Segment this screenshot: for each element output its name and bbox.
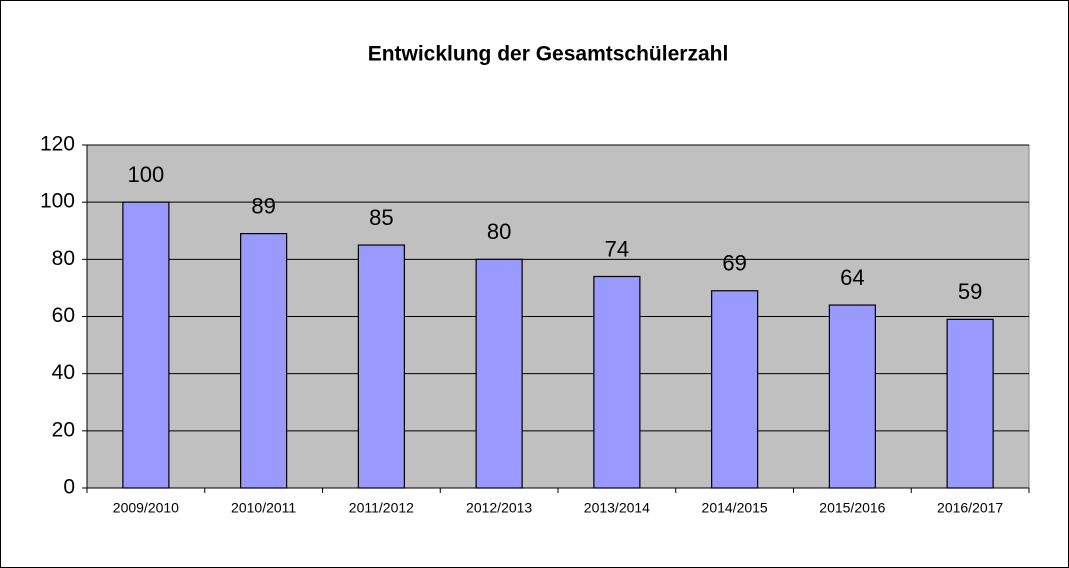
data-label: 59 (958, 279, 982, 304)
x-tick-label: 2013/2014 (584, 500, 650, 516)
x-tick-label: 2015/2016 (819, 500, 885, 516)
x-tick-label: 2011/2012 (349, 500, 414, 516)
data-label: 80 (487, 219, 511, 244)
bar (122, 201, 170, 489)
y-tick-label: 100 (40, 190, 75, 213)
y-tick-label: 20 (52, 418, 75, 441)
x-tick-label: 2012/2013 (466, 500, 532, 516)
y-tick-label: 0 (63, 476, 75, 499)
y-tick-label: 120 (40, 133, 75, 156)
bar (357, 244, 405, 489)
chart-title: Entwicklung der Gesamtschülerzahl (368, 43, 729, 66)
x-tick-label: 2009/2010 (113, 500, 179, 516)
bar (711, 290, 759, 489)
data-label: 85 (369, 205, 393, 230)
bar (240, 233, 288, 489)
y-tick-label: 80 (52, 247, 75, 270)
bar (946, 318, 994, 489)
y-tick-label: 60 (52, 304, 75, 327)
y-tick-label: 40 (52, 361, 75, 384)
data-label: 89 (251, 193, 275, 218)
data-label: 100 (128, 162, 165, 187)
x-tick-label: 2016/2017 (937, 500, 1003, 516)
data-label: 74 (605, 236, 629, 261)
data-label: 64 (840, 265, 864, 290)
bar (828, 304, 876, 489)
bar (593, 275, 641, 489)
bar (475, 258, 523, 489)
x-tick-label: 2010/2011 (231, 500, 296, 516)
x-tick-label: 2014/2015 (702, 500, 768, 516)
data-label: 69 (722, 251, 746, 276)
